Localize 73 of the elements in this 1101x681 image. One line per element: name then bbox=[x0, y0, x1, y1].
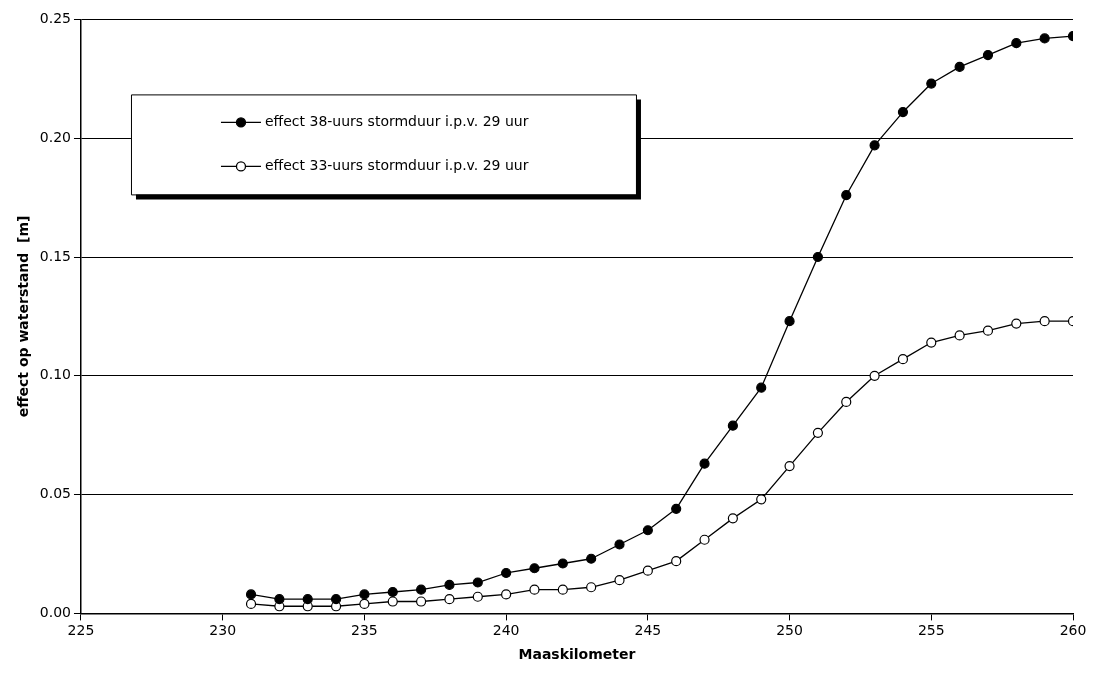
point bbox=[784, 316, 795, 327]
point bbox=[926, 337, 937, 348]
point bbox=[529, 563, 540, 574]
point bbox=[501, 589, 512, 600]
point bbox=[1039, 33, 1050, 44]
point bbox=[926, 78, 937, 89]
point bbox=[1039, 316, 1050, 327]
point bbox=[869, 140, 880, 151]
point bbox=[784, 460, 795, 472]
point bbox=[841, 396, 852, 408]
point bbox=[359, 598, 370, 609]
point bbox=[614, 539, 625, 550]
point bbox=[727, 420, 738, 431]
point bbox=[245, 598, 257, 609]
point bbox=[954, 330, 965, 341]
point bbox=[586, 582, 597, 593]
y-tick-label: 0.10 bbox=[39, 366, 71, 383]
point bbox=[387, 586, 398, 598]
point bbox=[982, 325, 994, 336]
x-tick-label: 240 bbox=[492, 622, 520, 639]
point bbox=[501, 567, 512, 579]
point bbox=[897, 354, 909, 365]
point bbox=[642, 525, 653, 536]
point bbox=[699, 534, 710, 545]
point bbox=[330, 594, 342, 605]
point bbox=[671, 503, 682, 514]
x-tick-label: 250 bbox=[776, 622, 803, 639]
x-tick-label: 260 bbox=[1059, 622, 1087, 639]
point bbox=[954, 61, 965, 73]
y-tick-label: 0.20 bbox=[39, 128, 71, 145]
y-tick-label: 0.00 bbox=[39, 604, 71, 621]
point bbox=[586, 553, 597, 564]
point bbox=[869, 370, 880, 381]
point bbox=[756, 494, 767, 505]
point bbox=[557, 584, 568, 595]
point bbox=[416, 596, 427, 607]
point bbox=[812, 251, 824, 263]
x-tick-label: 245 bbox=[634, 622, 662, 639]
legend-label: effect 38-uurs stormduur i.p.v. 29 uur bbox=[264, 113, 529, 130]
point bbox=[444, 594, 455, 605]
point bbox=[614, 575, 625, 586]
y-tick-label: 0.05 bbox=[39, 485, 71, 502]
point bbox=[982, 49, 994, 61]
point bbox=[359, 589, 370, 600]
y-tick-label: 0.15 bbox=[39, 247, 71, 264]
point bbox=[812, 427, 824, 438]
x-tick-label: 225 bbox=[67, 622, 95, 639]
y-tick-label: 0.25 bbox=[39, 10, 71, 27]
point bbox=[1011, 38, 1022, 49]
x-axis-title: Maaskilometer bbox=[518, 646, 636, 663]
x-tick-label: 255 bbox=[917, 622, 945, 639]
point bbox=[387, 596, 398, 607]
point bbox=[699, 458, 710, 469]
point bbox=[897, 106, 909, 118]
point bbox=[302, 594, 313, 605]
point bbox=[642, 565, 653, 576]
point bbox=[245, 589, 257, 600]
point bbox=[472, 591, 483, 602]
legend-label: effect 33-uurs stormduur i.p.v. 29 uur bbox=[264, 157, 529, 174]
point bbox=[274, 594, 285, 605]
point bbox=[557, 558, 568, 569]
point bbox=[472, 577, 483, 588]
point bbox=[416, 584, 427, 595]
point bbox=[727, 513, 738, 524]
point bbox=[841, 190, 852, 201]
point bbox=[671, 556, 682, 567]
point bbox=[444, 579, 455, 590]
x-tick-label: 235 bbox=[351, 622, 378, 639]
x-tick-label: 230 bbox=[209, 622, 237, 639]
y-axis-title: effect op waterstand [m] bbox=[15, 215, 32, 418]
point bbox=[529, 584, 540, 595]
point bbox=[756, 382, 767, 393]
point bbox=[1011, 318, 1022, 329]
